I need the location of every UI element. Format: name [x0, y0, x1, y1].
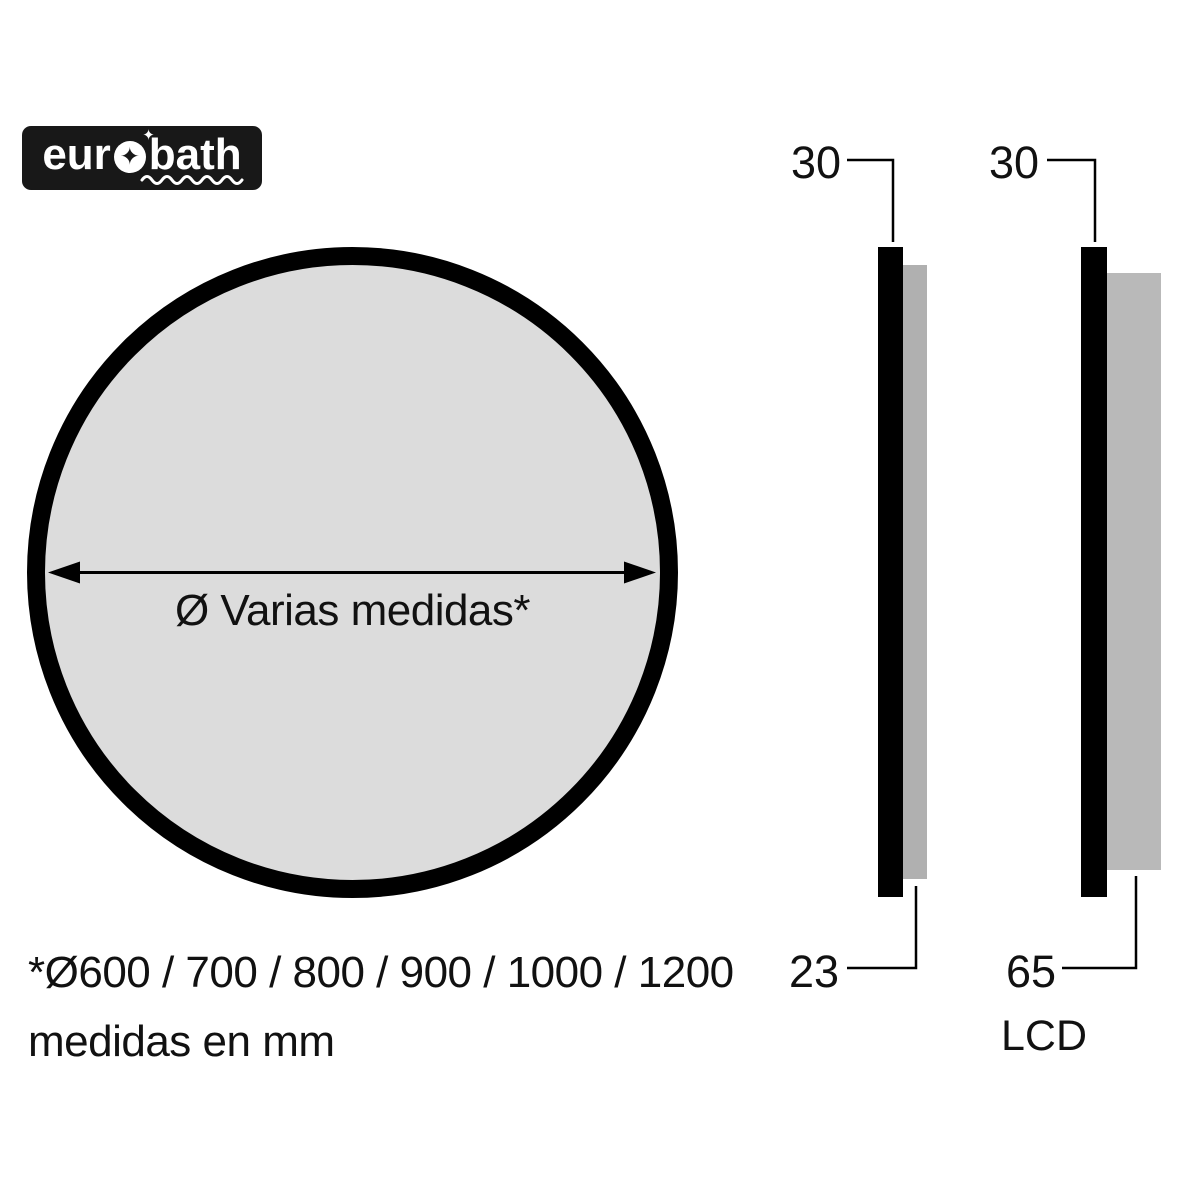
dim-65: 65	[1006, 946, 1057, 997]
side-view2-panel-bar	[1107, 273, 1161, 870]
wave-underline-icon	[140, 175, 244, 185]
sparkle-icon: ✦	[142, 126, 155, 144]
dim-30-right: 30	[989, 137, 1040, 188]
leader-line-23	[847, 886, 918, 970]
lcd-caption: LCD	[1001, 1012, 1088, 1060]
leader-line-30-right	[1047, 158, 1097, 242]
side-view1-frame-bar	[878, 247, 903, 897]
leader-line-65	[1062, 876, 1138, 970]
side-view2-frame-bar	[1081, 247, 1107, 897]
dim-30-left: 30	[791, 137, 842, 188]
leader-line-30-left	[847, 158, 895, 242]
footnote-diameters: *Ø600 / 700 / 800 / 900 / 1000 / 1200	[28, 948, 734, 997]
star-in-circle-icon: ✦ ✦	[113, 128, 155, 173]
diameter-arrow	[48, 561, 656, 584]
footnote-units: medidas en mm	[28, 1017, 335, 1066]
logo-text-eur: eur	[42, 130, 111, 179]
dim-23: 23	[789, 946, 840, 997]
four-pointed-star-icon: ✦	[119, 142, 140, 171]
logo-text-bath: bath	[148, 130, 242, 179]
diameter-label: Ø Varias medidas*	[174, 586, 531, 635]
eurobath-logo: eur ✦ ✦ bath	[22, 126, 262, 190]
side-view1-panel-bar	[903, 265, 927, 879]
